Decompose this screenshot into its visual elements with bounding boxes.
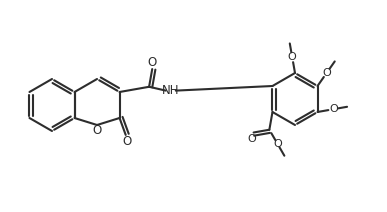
Text: O: O [122, 135, 131, 148]
Text: O: O [92, 124, 102, 138]
Text: O: O [329, 104, 337, 114]
Text: O: O [273, 139, 282, 149]
Text: O: O [247, 134, 256, 144]
Text: O: O [147, 56, 157, 68]
Text: NH: NH [162, 84, 180, 97]
Text: O: O [322, 68, 331, 78]
Text: O: O [288, 52, 296, 62]
